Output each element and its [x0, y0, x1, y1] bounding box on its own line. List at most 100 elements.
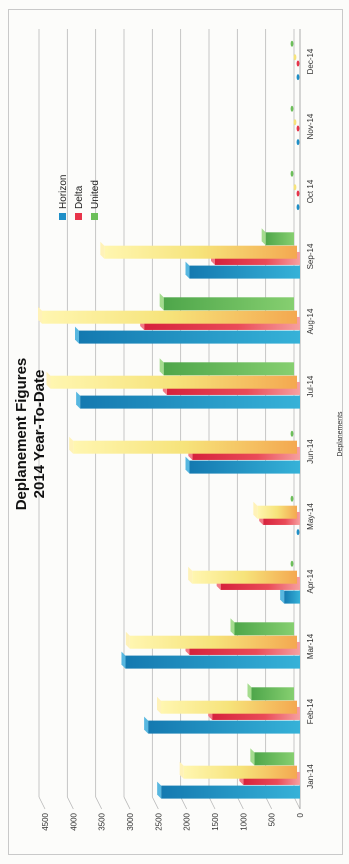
chart-title-line-2: 2014 Year-To-Date	[31, 370, 48, 499]
y-tick-label: 1000	[239, 812, 248, 830]
x-tick-label: Nov-14	[306, 113, 315, 139]
bar-zero-marker	[293, 119, 297, 126]
bar	[163, 297, 294, 311]
bar	[42, 310, 297, 324]
bar-top	[247, 683, 252, 701]
bar	[251, 687, 294, 701]
bar-zero-marker	[293, 54, 297, 61]
chart-title-line-1: Deplanement Figures	[13, 358, 30, 511]
bar	[50, 375, 297, 389]
bar-top	[230, 618, 235, 636]
bar-top	[185, 456, 190, 474]
bars	[38, 40, 301, 799]
bar-top	[125, 631, 130, 649]
legend-label-horizon: Horizon	[58, 175, 69, 209]
gridline-depth	[151, 796, 159, 810]
y-tick-label: 4500	[41, 812, 50, 830]
x-tick-label: Apr-14	[306, 569, 315, 594]
bar-zero-marker	[290, 105, 294, 112]
bar-top	[75, 326, 79, 344]
bar-zero-marker	[290, 560, 294, 567]
legend: Horizon Delta United	[58, 175, 101, 220]
bar	[161, 785, 300, 799]
gridline-depth	[66, 796, 74, 810]
bar	[254, 752, 294, 766]
bar-zero-marker	[296, 139, 300, 146]
legend-swatch-delta	[75, 213, 82, 220]
bar	[125, 655, 301, 669]
y-tick-label: 3000	[126, 812, 135, 830]
y-tick-label: 2500	[154, 812, 163, 830]
bar	[163, 362, 294, 376]
bar-top	[157, 781, 162, 799]
gridline-depth	[38, 796, 46, 810]
bar	[284, 590, 300, 604]
x-tick-label: Dec-14	[306, 48, 315, 74]
bar	[161, 700, 297, 714]
x-tick-label: Feb-14	[306, 698, 315, 724]
page-border	[8, 9, 343, 855]
bar-zero-marker	[290, 170, 294, 177]
bar	[129, 635, 297, 649]
bar	[80, 395, 300, 409]
bar-top	[250, 748, 255, 766]
bar-zero-marker	[296, 529, 300, 536]
bar-top	[38, 306, 42, 324]
x-tick-label: May-14	[306, 503, 315, 530]
bar	[104, 245, 298, 259]
gridline-depth	[123, 796, 131, 810]
bar-top	[69, 436, 74, 454]
y-tick-label: 0	[296, 812, 305, 817]
y-tick-label: 500	[268, 812, 277, 826]
bar-top	[144, 716, 149, 734]
bar	[73, 440, 297, 454]
bar	[189, 265, 300, 279]
bar-zero-marker	[290, 40, 294, 47]
x-tick-label: Oct 14	[306, 179, 315, 203]
bar-top	[46, 371, 51, 389]
bar	[265, 232, 294, 246]
bar	[189, 460, 300, 474]
x-tick-label: Jan-14	[306, 764, 315, 789]
gridline-depth	[208, 796, 216, 810]
y-tick-label: 3500	[98, 812, 107, 830]
bar	[234, 622, 294, 636]
bar-zero-marker	[296, 74, 300, 81]
legend-swatch-united	[91, 213, 98, 220]
legend-swatch-horizon	[59, 213, 66, 220]
bar-zero-marker	[290, 430, 294, 437]
bar	[192, 570, 298, 584]
x-tick-label: Jul-14	[306, 375, 315, 397]
gridline-depth	[265, 796, 273, 810]
bar	[183, 765, 298, 779]
bar-zero-marker	[296, 125, 300, 132]
y-tick-label: 1500	[211, 812, 220, 830]
gridline-depth	[293, 796, 301, 810]
x-tick-label: Jun-14	[306, 439, 315, 464]
bar-top	[188, 566, 193, 584]
bar-top	[185, 261, 190, 279]
bar-top	[253, 501, 258, 519]
bar-top	[179, 761, 184, 779]
bar-top	[76, 391, 81, 409]
gridline-depth	[95, 796, 103, 810]
gridlines	[38, 29, 301, 810]
bar	[79, 330, 300, 344]
bar-top	[121, 651, 126, 669]
legend-label-united: United	[90, 180, 101, 209]
tick-labels: 0 500 1000 1500 2000 2500 3000 3500 4000 4500 Jan-…	[41, 48, 315, 831]
x-tick-label: Sep-14	[306, 243, 315, 269]
bar-zero-marker	[296, 60, 300, 67]
bar-top	[159, 358, 164, 376]
x-tick-label: Mar-14	[306, 633, 315, 659]
x-axis-title: Deplanements	[337, 411, 344, 457]
bar-top	[157, 696, 161, 714]
bar-zero-marker	[290, 495, 294, 502]
legend-label-delta: Delta	[74, 185, 85, 209]
bar-top	[261, 228, 266, 246]
y-tick-label: 4000	[69, 812, 78, 830]
x-tick-label: Aug-14	[306, 308, 315, 334]
bar-zero-marker	[293, 184, 297, 191]
